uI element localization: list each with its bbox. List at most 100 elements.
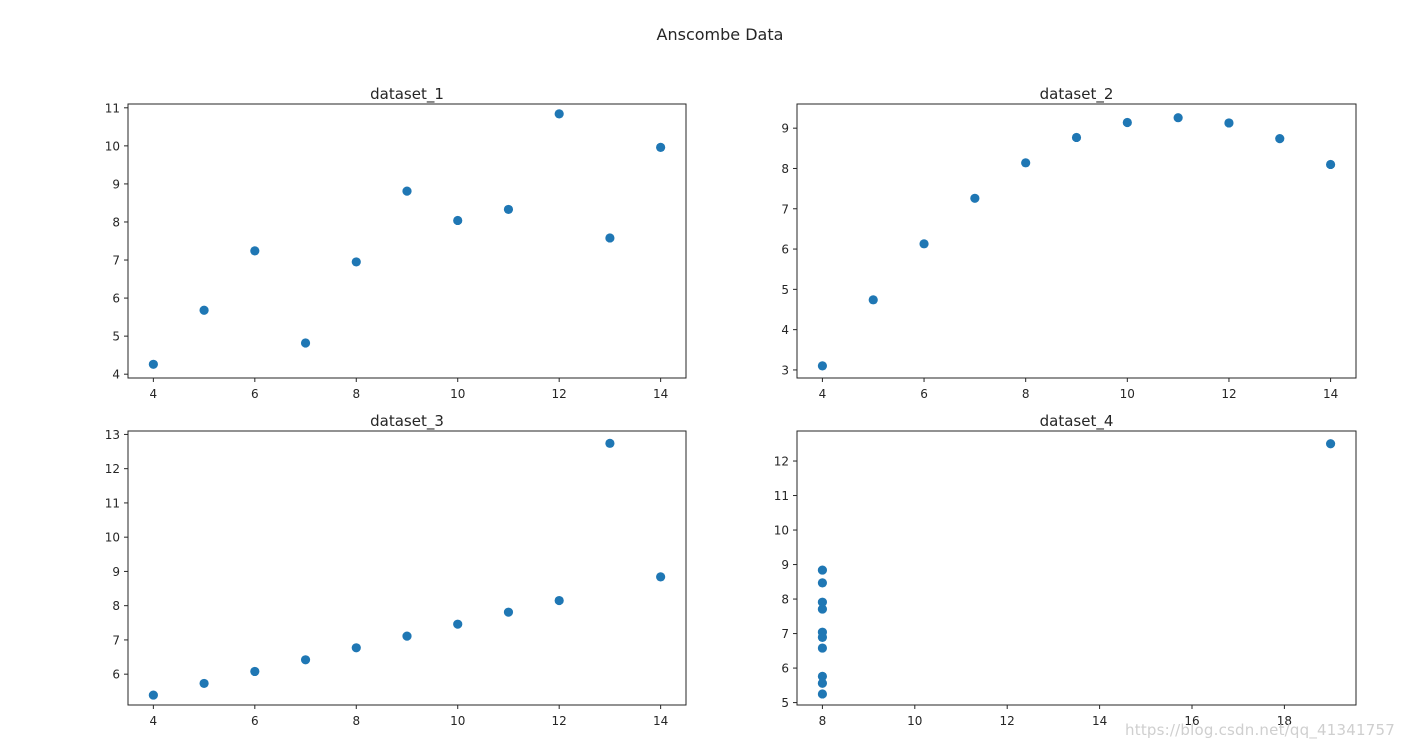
y-tick-label: 5 (781, 696, 789, 710)
y-tick-label: 9 (112, 565, 120, 579)
y-tick-label: 7 (781, 627, 789, 641)
data-point (1021, 158, 1031, 168)
y-tick-label: 5 (112, 330, 120, 344)
subplot-1: dataset_1 4 6 8 10 12 14 4 5 6 7 8 9 10 11 (105, 85, 687, 401)
x-tick-label: 8 (1022, 387, 1030, 401)
x-tick-label: 6 (920, 387, 928, 401)
data-point (817, 689, 828, 699)
x-tick-label: 4 (819, 387, 827, 401)
data-point (1173, 113, 1183, 123)
x-tick-label: 14 (653, 387, 668, 401)
data-point (199, 678, 209, 689)
data-point (1224, 118, 1234, 128)
data-point (1275, 134, 1285, 144)
data-point (817, 643, 828, 653)
data-point (554, 109, 564, 119)
x-tick-label: 6 (251, 714, 259, 728)
data-point (817, 604, 828, 614)
data-point (402, 186, 412, 196)
x-tick-label: 18 (1277, 714, 1292, 728)
subplot-title: dataset_2 (1040, 85, 1114, 104)
data-point (554, 595, 564, 606)
data-point (503, 204, 514, 215)
subplot-title: dataset_3 (370, 412, 444, 431)
x-tick-label: 14 (1323, 387, 1338, 401)
subplot-3: dataset_3 4 6 8 10 12 14 6 7 8 9 10 11 12 13 (105, 412, 687, 728)
x-tick-label: 12 (1221, 387, 1236, 401)
data-point (1325, 159, 1336, 170)
data-point (817, 678, 828, 688)
data-point (817, 632, 828, 642)
x-tick-label: 10 (450, 387, 465, 401)
data-point (656, 142, 666, 152)
axes-frame (127, 103, 687, 379)
x-tick-label: 16 (1184, 714, 1199, 728)
y-tick-label: 8 (112, 215, 120, 229)
data-point (453, 215, 463, 226)
subplot-4: dataset_4 8 10 12 14 16 18 5 6 7 8 9 10 11 12 (774, 412, 1357, 728)
data-point (605, 233, 615, 243)
y-tick-label: 10 (774, 524, 789, 538)
x-tick-label: 12 (552, 714, 567, 728)
y-tick-label: 3 (781, 363, 789, 377)
figure-suptitle: Anscombe Data (657, 25, 784, 44)
y-tick-label: 9 (112, 177, 120, 191)
x-tick-label: 14 (653, 714, 668, 728)
y-tick-label: 7 (112, 254, 120, 268)
data-point (351, 257, 361, 267)
data-point (868, 295, 878, 305)
y-tick-label: 11 (105, 101, 120, 115)
y-tick-label: 8 (781, 593, 789, 607)
data-point (148, 359, 158, 369)
y-tick-label: 4 (781, 323, 789, 337)
x-tick-label: 4 (150, 714, 158, 728)
watermark: https://blog.csdn.net/qq_41341757 (1125, 721, 1395, 739)
data-point (817, 361, 828, 371)
x-tick-label: 8 (352, 714, 360, 728)
data-point (1122, 117, 1132, 128)
x-tick-label: 8 (352, 387, 360, 401)
data-point (351, 643, 361, 653)
x-tick-label: 12 (552, 387, 567, 401)
y-tick-label: 10 (105, 531, 120, 545)
data-point (1325, 439, 1336, 449)
subplot-title: dataset_1 (370, 85, 444, 104)
x-tick-label: 6 (251, 387, 259, 401)
y-tick-label: 12 (774, 455, 789, 469)
x-tick-label: 10 (1120, 387, 1135, 401)
y-tick-label: 6 (781, 243, 789, 257)
data-point (605, 438, 615, 448)
y-tick-label: 4 (112, 368, 120, 382)
data-point (250, 246, 260, 256)
y-tick-label: 13 (105, 428, 120, 442)
y-tick-label: 8 (112, 599, 120, 613)
subplot-2: dataset_2 4 6 8 10 12 14 3 4 5 6 7 8 9 (781, 85, 1357, 401)
x-tick-label: 12 (1000, 714, 1015, 728)
data-point (817, 597, 828, 607)
y-tick-label: 11 (774, 489, 789, 503)
data-point (199, 305, 209, 315)
axes-frame (127, 430, 687, 706)
y-tick-label: 7 (781, 202, 789, 216)
data-point (503, 607, 514, 617)
axes-frame (796, 103, 1357, 379)
x-tick-label: 8 (819, 714, 827, 728)
data-point (453, 619, 463, 629)
data-point (970, 193, 980, 203)
y-tick-label: 10 (105, 139, 120, 153)
y-tick-label: 7 (112, 633, 120, 647)
data-point (300, 338, 311, 348)
data-point (250, 666, 260, 677)
y-tick-label: 6 (781, 662, 789, 676)
x-tick-label: 14 (1092, 714, 1107, 728)
y-tick-label: 9 (781, 122, 789, 136)
y-tick-label: 9 (781, 558, 789, 572)
data-point (1071, 132, 1082, 143)
data-point (402, 631, 412, 641)
data-point (300, 655, 311, 665)
y-tick-label: 5 (781, 283, 789, 297)
data-point (817, 578, 828, 588)
data-point (148, 690, 158, 700)
